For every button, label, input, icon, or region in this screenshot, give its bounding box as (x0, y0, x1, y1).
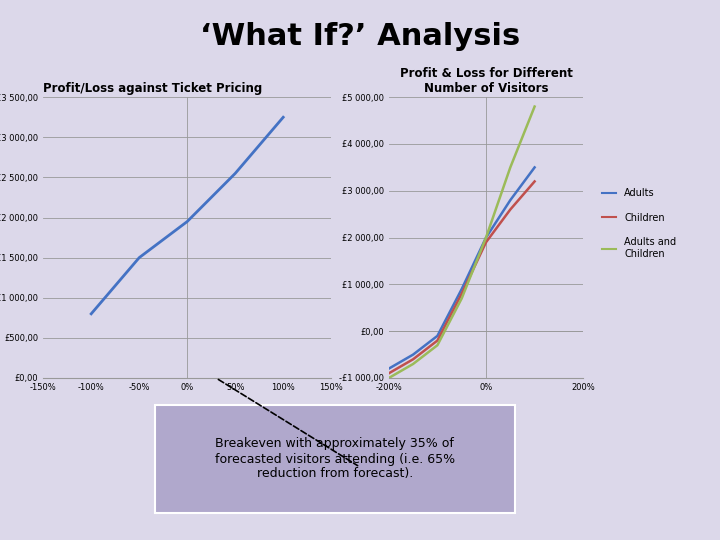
Legend: Adults, Children, Adults and
Children: Adults, Children, Adults and Children (598, 184, 680, 263)
Text: Breakeven with approximately 35% of
forecasted visitors attending (i.e. 65%
redu: Breakeven with approximately 35% of fore… (215, 437, 455, 481)
Title: Profit & Loss for Different
Number of Visitors: Profit & Loss for Different Number of Vi… (400, 66, 572, 94)
Text: Profit/Loss against Ticket Pricing: Profit/Loss against Ticket Pricing (43, 82, 263, 94)
Text: ‘What If?’ Analysis: ‘What If?’ Analysis (200, 22, 520, 51)
